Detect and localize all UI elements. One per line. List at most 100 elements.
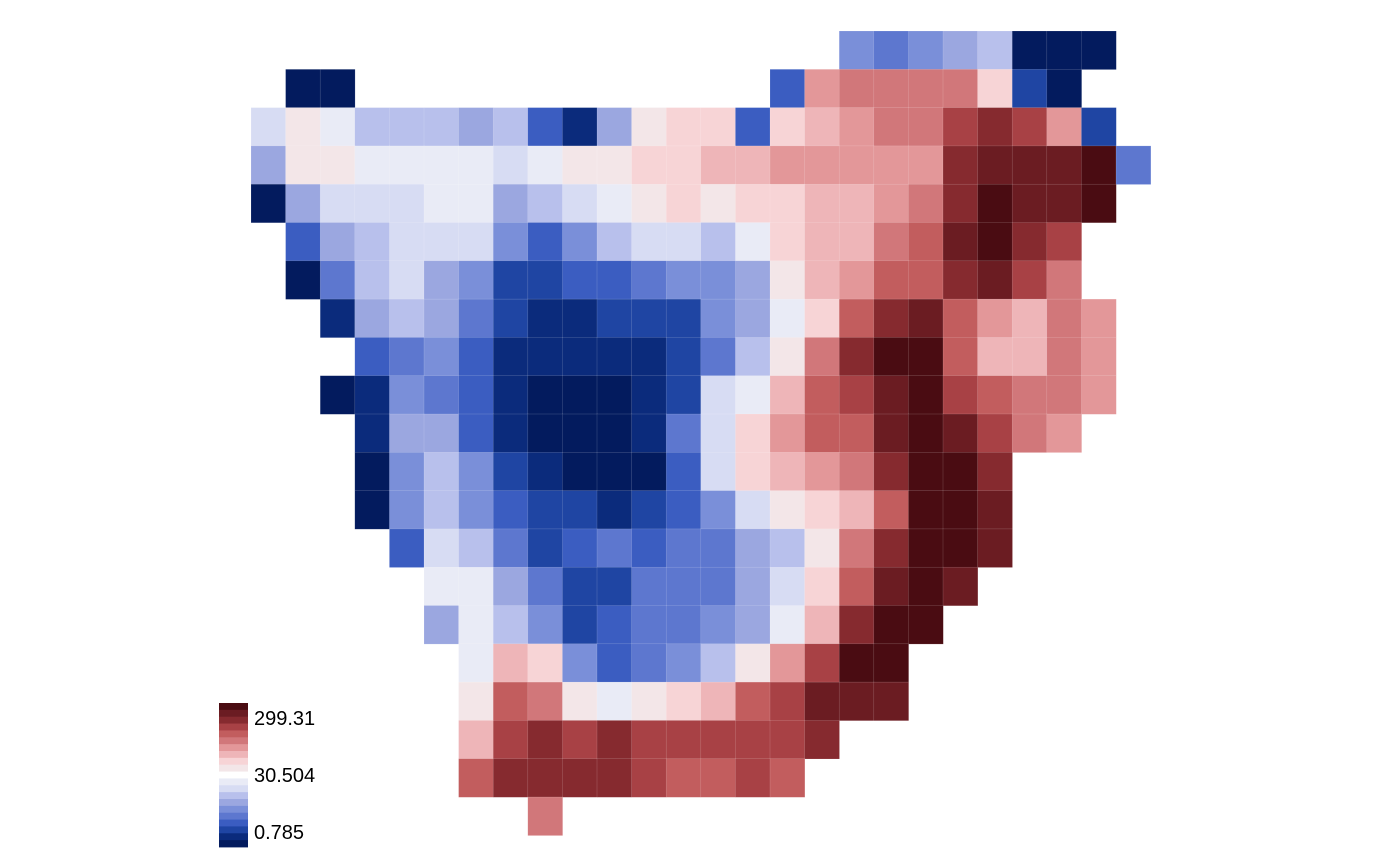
heatmap-cell xyxy=(665,413,702,453)
heatmap-cell xyxy=(285,107,321,147)
heatmap-cell xyxy=(596,681,633,721)
heatmap-cell xyxy=(908,107,944,147)
heatmap-cell xyxy=(908,528,944,568)
heatmap-cell xyxy=(942,145,979,185)
heatmap-cell xyxy=(873,107,909,147)
heatmap-cell xyxy=(769,222,806,262)
heatmap-cell xyxy=(735,605,771,645)
heatmap-cell xyxy=(596,490,633,530)
heatmap-cell xyxy=(700,758,736,798)
heatmap-cell xyxy=(458,566,494,607)
heatmap-cell xyxy=(527,796,563,836)
heatmap-cell xyxy=(458,643,494,683)
heatmap-cell xyxy=(735,720,771,760)
heatmap-cell xyxy=(631,145,667,185)
legend-swatch xyxy=(219,819,248,827)
heatmap-cell xyxy=(735,452,771,492)
heatmap-cell xyxy=(1011,30,1048,70)
heatmap-cell xyxy=(700,528,736,568)
heatmap-cell xyxy=(838,107,875,147)
heatmap-cell xyxy=(423,605,460,645)
heatmap-cell xyxy=(804,490,840,530)
heatmap-cell xyxy=(492,375,529,415)
heatmap-cell xyxy=(492,720,529,760)
heatmap-cell xyxy=(769,528,806,568)
heatmap-cell xyxy=(838,375,875,415)
heatmap-cell xyxy=(942,183,979,224)
heatmap-cell xyxy=(735,758,771,798)
heatmap-cell xyxy=(458,528,494,568)
heatmap-cell xyxy=(769,605,806,645)
heatmap-cell xyxy=(838,69,875,109)
heatmap-cell xyxy=(596,720,633,760)
heatmap-cell xyxy=(700,222,736,262)
heatmap-cell xyxy=(458,605,494,645)
heatmap-cell xyxy=(389,145,425,185)
legend-swatch xyxy=(219,812,248,820)
heatmap-cell xyxy=(977,145,1013,185)
heatmap-cell xyxy=(354,107,390,147)
heatmap-cell xyxy=(1046,145,1082,185)
heatmap-cell xyxy=(873,145,909,185)
heatmap-cell xyxy=(804,375,840,415)
heatmap-cell xyxy=(1011,375,1048,415)
heatmap-cell xyxy=(458,413,494,453)
heatmap-cell xyxy=(665,298,702,338)
heatmap-cell xyxy=(458,758,494,798)
heatmap-cell xyxy=(735,222,771,262)
heatmap-cell xyxy=(423,183,460,224)
heatmap-cell xyxy=(873,528,909,568)
heatmap-cell xyxy=(562,375,598,415)
heatmap-cell xyxy=(492,528,529,568)
heatmap-cell xyxy=(700,643,736,683)
legend-swatch xyxy=(219,799,248,807)
heatmap-cell xyxy=(562,337,598,377)
heatmap-cell xyxy=(1046,69,1082,109)
heatmap-cell xyxy=(769,260,806,300)
heatmap-cell xyxy=(389,260,425,300)
legend-label-max: 299.31 xyxy=(254,708,315,730)
heatmap-cell xyxy=(596,107,633,147)
heatmap-cell xyxy=(873,681,909,721)
heatmap-cell xyxy=(665,337,702,377)
heatmap-cell xyxy=(527,183,563,224)
heatmap-cell xyxy=(527,222,563,262)
heatmap-cell xyxy=(423,107,460,147)
heatmap-cell xyxy=(458,298,494,338)
heatmap-cell xyxy=(562,681,598,721)
legend-swatch xyxy=(219,764,248,772)
heatmap-cell xyxy=(873,605,909,645)
heatmap-cell xyxy=(1081,30,1117,70)
heatmap-cell xyxy=(769,720,806,760)
heatmap-cell xyxy=(769,145,806,185)
heatmap-cell xyxy=(977,413,1013,453)
heatmap-cell xyxy=(631,720,667,760)
legend-swatch xyxy=(219,757,248,766)
heatmap-cell xyxy=(700,183,736,224)
heatmap-cell xyxy=(527,566,563,607)
heatmap-cell xyxy=(769,183,806,224)
heatmap-cell xyxy=(873,452,909,492)
heatmap-cell xyxy=(492,490,529,530)
heatmap-cell xyxy=(908,605,944,645)
heatmap-cell xyxy=(1011,260,1048,300)
heatmap-cell xyxy=(354,452,390,492)
heatmap-cell xyxy=(1046,107,1082,147)
heatmap-cell xyxy=(665,490,702,530)
heatmap-cell xyxy=(492,413,529,453)
heatmap-cell xyxy=(492,222,529,262)
heatmap-cell xyxy=(735,490,771,530)
heatmap-cell xyxy=(665,605,702,645)
heatmap-cell xyxy=(354,375,390,415)
heatmap-cell xyxy=(631,107,667,147)
legend-swatch xyxy=(219,703,248,711)
heatmap-cell xyxy=(735,413,771,453)
heatmap-cell xyxy=(735,107,771,147)
heatmap-cell xyxy=(631,605,667,645)
heatmap-cell xyxy=(700,681,736,721)
heatmap-cell xyxy=(873,260,909,300)
heatmap-cell xyxy=(665,681,702,721)
heatmap-cell xyxy=(1011,413,1048,453)
heatmap-cell xyxy=(1011,107,1048,147)
heatmap-cell xyxy=(562,145,598,185)
